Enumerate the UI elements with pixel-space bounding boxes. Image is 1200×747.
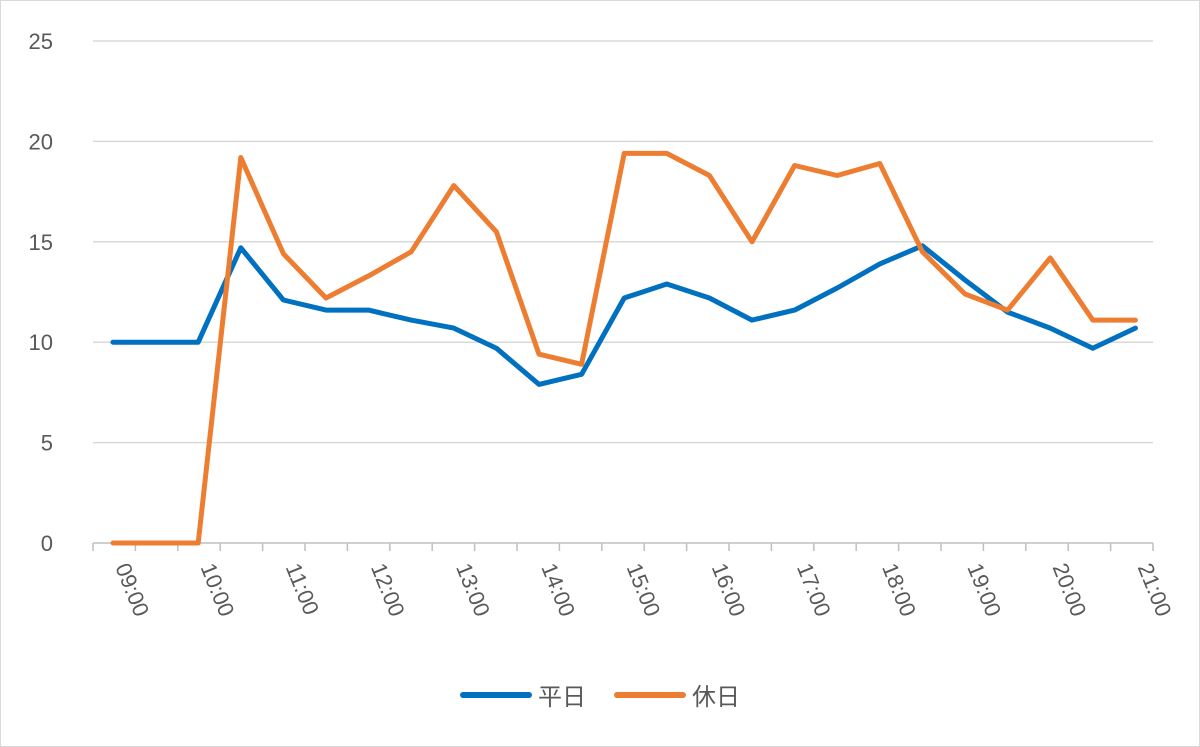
x-tick-label: 09:00: [110, 560, 154, 620]
series-lines: [110, 150, 1138, 546]
x-tick-label: 14:00: [536, 560, 580, 620]
x-tick-label: 16:00: [707, 560, 751, 620]
series-line-0: [110, 243, 1138, 387]
x-tick-label: 13:00: [451, 560, 495, 620]
x-axis: [92, 542, 1154, 551]
legend-swatch-weekday: [460, 691, 532, 698]
series-line-1: [110, 150, 1138, 546]
y-tick-label: 10: [29, 330, 53, 355]
x-tick-label: 12:00: [366, 560, 410, 620]
legend-item-weekday: 平日: [460, 677, 586, 712]
y-tick-label: 15: [29, 230, 53, 255]
legend-label-weekday: 平日: [538, 683, 586, 711]
x-tick-label: 10:00: [196, 560, 240, 620]
y-tick-label: 20: [29, 129, 53, 154]
y-axis-ticks: 0 5 10 15 20 25: [29, 29, 53, 556]
x-tick-label: 11:00: [281, 560, 324, 619]
y-tick-label: 0: [41, 531, 53, 556]
legend-label-holiday: 休日: [692, 683, 740, 711]
legend-swatch-holiday: [614, 691, 686, 698]
x-tick-label: 17:00: [792, 560, 836, 620]
x-axis-ticks: 09:00 10:00 11:00 12:00 13:00 14:00 15:00 16:00…: [110, 560, 1176, 620]
x-tick-label: 18:00: [877, 560, 921, 620]
legend-item-holiday: 休日: [614, 677, 740, 712]
gridlines: [93, 40, 1153, 444]
x-tick-label: 21:00: [1133, 560, 1177, 620]
y-tick-label: 25: [29, 29, 53, 54]
legend: 平日 休日: [1, 677, 1199, 712]
x-tick-label: 20:00: [1048, 560, 1092, 620]
y-tick-label: 5: [41, 431, 53, 456]
x-tick-label: 15:00: [622, 560, 666, 620]
x-tick-label: 19:00: [962, 560, 1006, 620]
